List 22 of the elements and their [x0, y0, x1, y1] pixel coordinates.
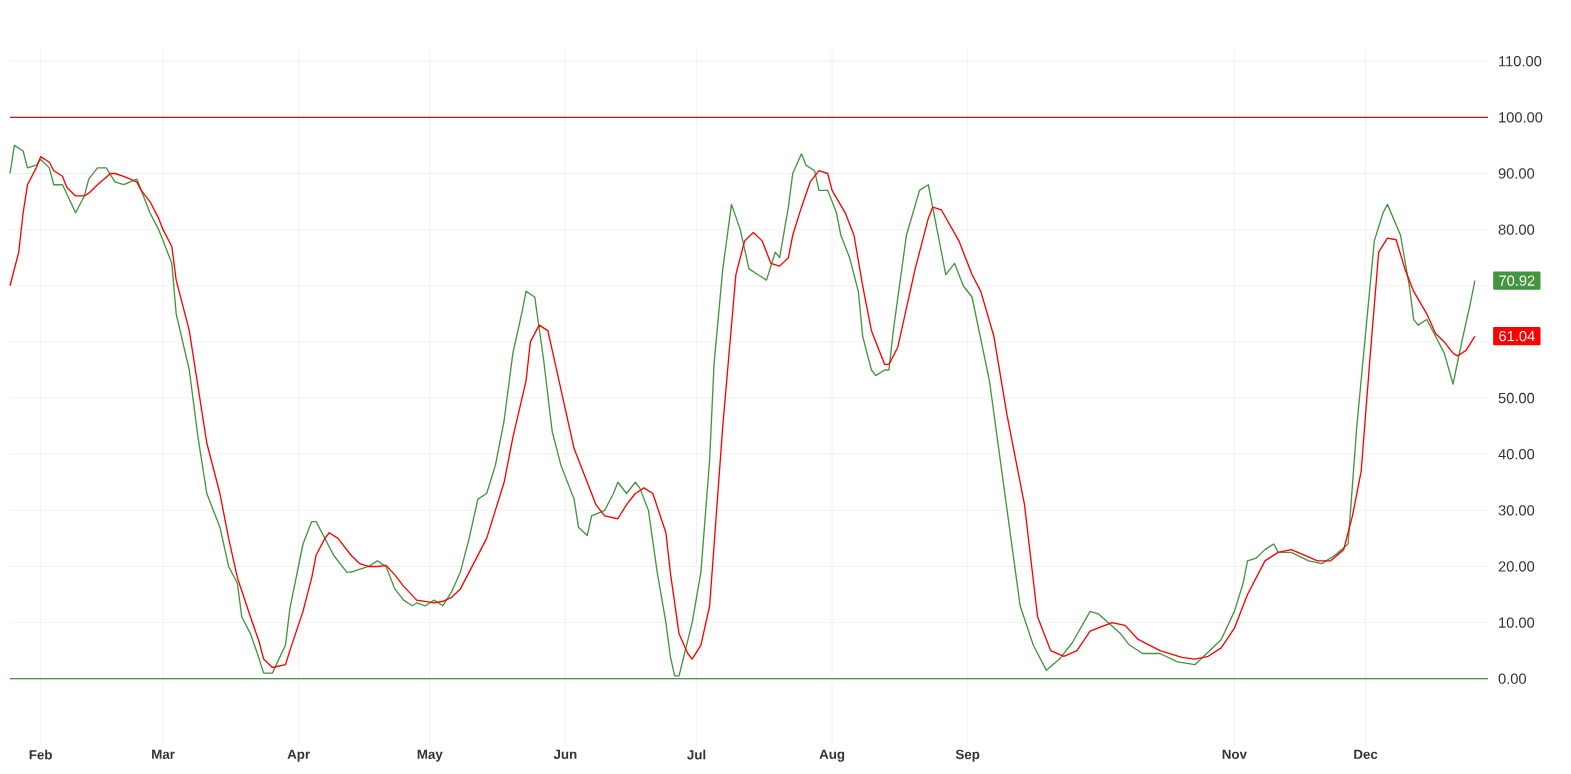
- x-tick-label: Feb: [29, 749, 52, 760]
- annotation: 70.92: [1499, 275, 1535, 286]
- x-tick-label: Apr: [287, 749, 310, 762]
- x-tick-label: Jun: [553, 749, 577, 759]
- x-tick-label: May: [417, 749, 443, 762]
- annotation: 61.04: [1499, 330, 1535, 342]
- y-tick-label: 40.00: [1498, 449, 1535, 460]
- y-tick-label: 20.00: [1498, 561, 1535, 572]
- x-tick-label: Aug: [819, 749, 845, 762]
- x-tick-label: Nov: [1222, 749, 1247, 759]
- y-tick-label: 100.00: [1499, 112, 1543, 123]
- y-tick-label: 50.00: [1498, 392, 1535, 404]
- y-tick-label: 90.00: [1498, 168, 1535, 179]
- x-tick-label: Sep: [955, 749, 980, 762]
- x-tick-label: Jul: [687, 749, 706, 760]
- y-tick-label: 0.00: [1498, 673, 1526, 684]
- y-tick-label: 30.00: [1498, 505, 1535, 516]
- x-tick-label: Dec: [1354, 749, 1378, 759]
- y-tick-label: 80.00: [1498, 224, 1535, 235]
- y-tick-label: 110.00: [1499, 56, 1542, 67]
- y-tick-label: 10.00: [1499, 617, 1535, 628]
- x-tick-label: Mar: [152, 749, 175, 759]
